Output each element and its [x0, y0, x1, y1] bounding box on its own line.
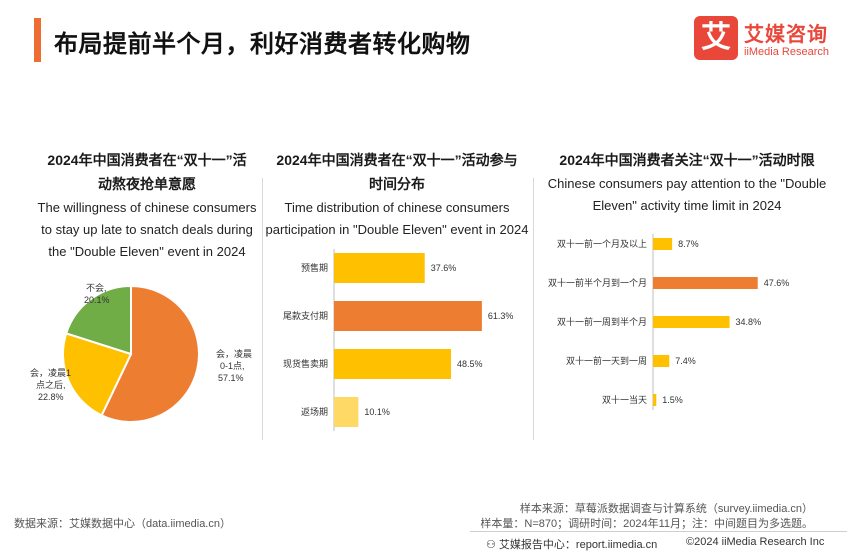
bar-value-label: 37.6% [431, 263, 457, 273]
pie-chart-title: 2024年中国消费者在“双十一”活 动熬夜抢单意愿 [24, 148, 270, 196]
pie-slice-label: 会，凌晨 0-1点, 57.1% [216, 348, 252, 383]
time-limit-chart-title: 2024年中国消费者关注“双十一”活动时限 [538, 148, 836, 172]
pie-chart-title-line2: 动熬夜抢单意愿 [98, 176, 196, 192]
pie-label-line2: 点之后, [36, 379, 66, 390]
bar-category-label: 预售期 [301, 262, 328, 273]
bar-category-label: 现货售卖期 [283, 358, 328, 369]
bar [653, 277, 758, 289]
copyright-text: ©2024 iiMedia Research Inc [686, 536, 825, 548]
bar-value-label: 47.6% [764, 278, 790, 288]
time-limit-chart-subtitle-line1: Chinese consumers pay attention to the "… [547, 176, 827, 191]
report-center-text: 艾媒报告中心：report.iimedia.cn [498, 539, 658, 551]
participation-chart-subtitle-line1: Time distribution of chinese consumers [284, 200, 510, 215]
bar-category-label: 双十一前一个月及以上 [557, 238, 647, 249]
pie-label-line2: 0-1点, [220, 361, 245, 371]
sample-size-note: 样本量：N=870；调研时间：2024年11月；注：中间题目为多选题。 [480, 518, 813, 530]
pie-label-line1: 会，凌晨 [216, 348, 252, 359]
time-limit-bar-chart: 双十一前一个月及以上 8.7% 双十一前半个月到一个月 47.6% 双十一前一周到半个月… [548, 234, 789, 410]
page-title: 布局提前半个月，利好消费者转化购物 [54, 31, 471, 58]
report-center-link[interactable]: ⚇ 艾媒报告中心：report.iimedia.cn [486, 536, 657, 552]
pie-label-line1: 不会, [86, 282, 107, 293]
time-limit-chart-subtitle-line2: Eleven" activity time limit in 2024 [592, 198, 782, 213]
bar-value-label: 48.5% [457, 359, 483, 369]
sample-source-note: 样本来源：草莓派数据调查与计算系统（survey.iimedia.cn） [519, 503, 813, 515]
bar-category-label: 双十一前半个月到一个月 [548, 277, 647, 288]
bar [653, 394, 657, 406]
bar-category-label: 返场期 [301, 406, 328, 417]
data-source-note: 数据来源：艾媒数据中心（data.iimedia.cn） [14, 518, 231, 530]
bar-value-label: 8.7% [678, 239, 699, 249]
panel-divider-right [533, 178, 534, 440]
pie-slice-label: 不会, 20.1% [84, 282, 110, 305]
bar-value-label: 7.4% [675, 356, 696, 366]
pie-slice [100, 284, 200, 423]
bar-category-label: 尾款支付期 [283, 310, 328, 321]
participation-chart-title: 2024年中国消费者在“双十一”活动参与 时间分布 [262, 148, 532, 196]
bar-value-label: 10.1% [364, 407, 390, 417]
bar [334, 349, 452, 379]
report-center-icon: ⚇ [486, 539, 499, 551]
participation-chart-subtitle: Time distribution of chinese consumers p… [262, 197, 532, 241]
participation-bar-chart: 预售期 37.6% 尾款支付期 61.3% 现货售卖期 48.5% 返场期 10.1% [283, 249, 513, 431]
brand-name-en: iiMedia Research [744, 46, 829, 58]
bar [653, 355, 670, 367]
bar [653, 238, 673, 250]
pie-chart-subtitle-line1: The willingness of chinese consumers [37, 200, 257, 215]
bar [334, 253, 425, 283]
pie-slice [62, 332, 133, 417]
bar-value-label: 61.3% [488, 311, 514, 321]
panel-divider-left [262, 178, 263, 440]
time-limit-chart-subtitle: Chinese consumers pay attention to the "… [538, 173, 836, 217]
bar-category-label: 双十一当天 [602, 394, 647, 405]
participation-chart-title-line2: 时间分布 [369, 176, 425, 192]
bar-category-label: 双十一前一周到半个月 [557, 316, 647, 327]
brand-name-cn: 艾媒咨询 [744, 24, 828, 46]
bar [653, 316, 730, 328]
bar-category-label: 双十一前一天到一周 [566, 355, 647, 366]
brand-logo: 艾 艾媒咨询 iiMedia Research [694, 14, 838, 66]
time-limit-chart-title-line1: 2024年中国消费者关注“双十一”活动时限 [559, 152, 815, 168]
pie-chart-subtitle: The willingness of chinese consumers to … [18, 197, 276, 263]
participation-chart-title-line1: 2024年中国消费者在“双十一”活动参与 [276, 152, 518, 168]
bar [334, 397, 359, 427]
bar [334, 301, 482, 331]
pie-slice [64, 284, 132, 356]
pie-label-line1: 会，凌晨1 [30, 367, 71, 378]
title-accent-bar [34, 18, 41, 62]
pie-value-label: 20.1% [84, 295, 110, 305]
footer-divider [470, 531, 847, 532]
pie-chart-subtitle-line3: the "Double Eleven" event in 2024 [48, 244, 246, 259]
pie-value-label: 57.1% [218, 373, 244, 383]
bar-value-label: 1.5% [662, 395, 683, 405]
pie-value-label: 22.8% [38, 392, 64, 402]
bar-value-label: 34.8% [736, 317, 762, 327]
participation-chart-subtitle-line2: participation in "Double Eleven" event i… [265, 222, 529, 237]
brand-logo-icon: 艾 [694, 16, 738, 60]
pie-chart-title-line1: 2024年中国消费者在“双十一”活 [47, 152, 247, 168]
pie-chart-subtitle-line2: to stay up late to snatch deals during [41, 222, 253, 237]
